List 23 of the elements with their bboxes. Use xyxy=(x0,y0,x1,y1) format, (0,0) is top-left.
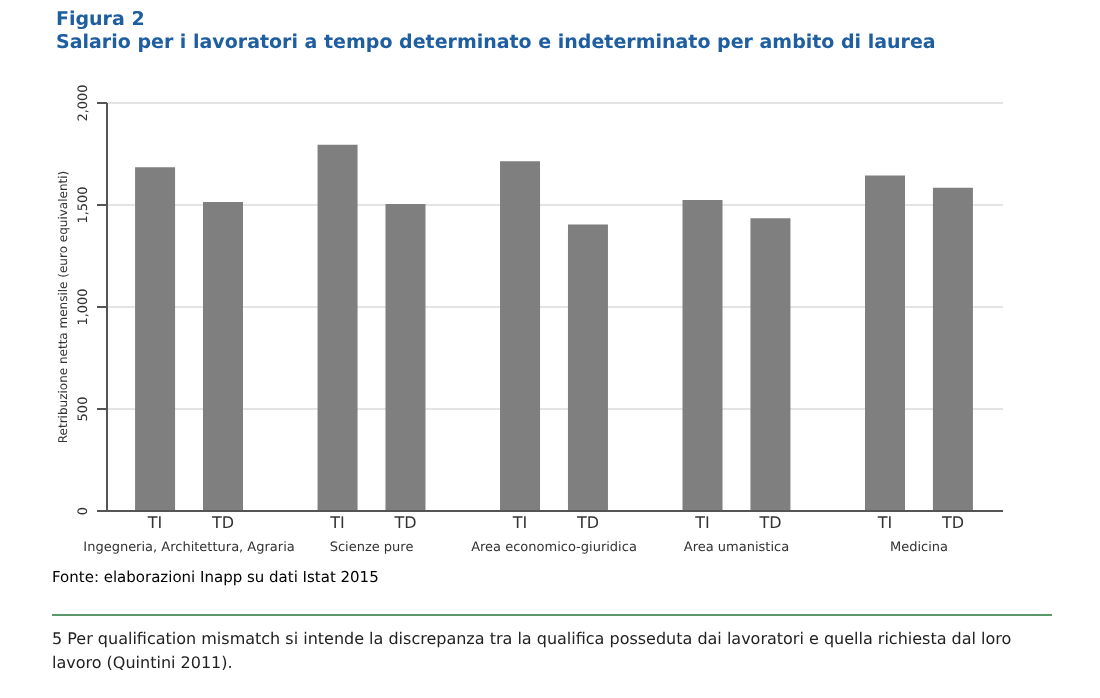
bar xyxy=(567,224,608,510)
text: TD xyxy=(941,514,964,532)
bar xyxy=(865,175,906,510)
text: 5 Per qualification mismatch si intende la discrepanza tra la qualifica posseduta dai lavoratori e quella richiesta dal loro lavoro (Quintini 2011). xyxy=(52,614,1052,676)
bar xyxy=(500,161,541,510)
chart-subtitle: Salario per i lavoratori a tempo determinato e indeterminato per ambito di laurea xyxy=(56,32,936,55)
bar xyxy=(682,199,723,510)
bar xyxy=(202,201,243,510)
text: TI xyxy=(695,514,710,532)
text: TI xyxy=(512,514,528,532)
text: TI xyxy=(330,514,345,532)
chart-title: Figura 2 xyxy=(56,9,145,32)
text: TD xyxy=(759,514,782,532)
text: TD xyxy=(576,514,600,532)
text: TD xyxy=(394,514,417,532)
bar xyxy=(385,204,426,510)
bar xyxy=(317,144,358,510)
bar xyxy=(135,167,176,510)
text: TI xyxy=(877,514,893,532)
bar xyxy=(932,187,973,510)
bar xyxy=(750,218,791,510)
series-label: TD xyxy=(209,514,235,532)
series-label: TI xyxy=(145,514,163,532)
